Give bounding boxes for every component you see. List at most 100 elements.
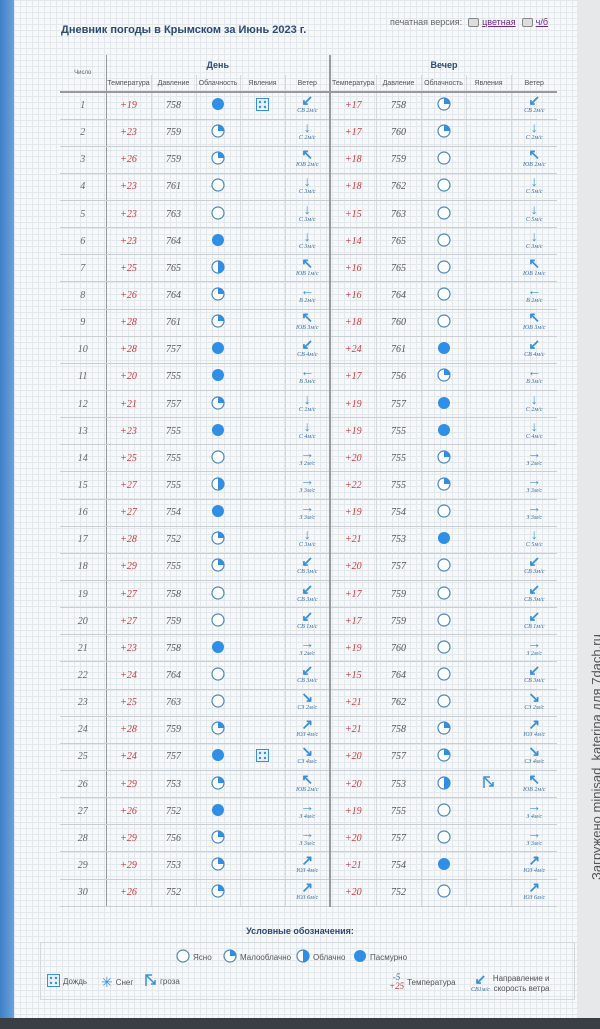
day-cloudiness	[195, 417, 240, 446]
day-cloudiness	[195, 499, 240, 527]
eve-wind: ↓ С 2м/с	[510, 390, 557, 419]
rain-icon	[256, 97, 269, 114]
day-cloudiness	[195, 119, 240, 147]
day-temperature: +25	[105, 689, 151, 717]
wind-arrow-icon: ↙	[528, 94, 541, 110]
eve-temperature: +18	[329, 146, 376, 174]
day-phenomena	[239, 173, 285, 202]
eve-cloudiness	[420, 743, 466, 772]
table-row: 3 +26 759 ↖ ЮВ 2м/с +18 759 ↖ ЮВ 2м/с	[60, 146, 557, 174]
eve-wind: ↙ СВ 2м/с	[510, 92, 557, 120]
wind-arrow-icon: ↖	[528, 148, 541, 164]
header-evening-phenomena: Явления	[465, 75, 511, 93]
table-row: 6 +23 764 ↓ С 3м/с +14 765 ↓ С 3м/с	[60, 227, 557, 256]
legend-temp-sample-neg: -5	[392, 972, 401, 982]
day-wind: ↖ ЮВ 3м/с	[284, 309, 330, 337]
wind-label: З 2м/с	[526, 650, 543, 657]
page-title: Дневник погоды в Крымском за Июнь 2023 г…	[61, 24, 307, 36]
day-phenomena	[239, 200, 285, 229]
day-wind: ↘ СЗ 4м/с	[284, 743, 330, 772]
legend-clear: Ясно	[193, 952, 212, 962]
print-color-link[interactable]: цветная	[482, 17, 516, 27]
day-temperature: +29	[105, 824, 151, 853]
day-pressure: 752	[150, 797, 196, 826]
eve-pressure: 757	[375, 824, 421, 853]
eve-temperature: +16	[329, 281, 376, 310]
eve-wind: ↖ ЮВ 1м/с	[510, 254, 557, 283]
bottom-bar	[0, 1018, 600, 1029]
eve-pressure: 762	[375, 173, 421, 202]
day-number: 14	[60, 444, 107, 473]
wind-arrow-icon: ↓	[530, 175, 538, 191]
table-row: 26 +29 753 ↖ ЮВ 2м/с +20 753 ↖ ЮВ 2м/с	[60, 770, 557, 799]
wind-label: СВ 1м/с	[297, 623, 318, 630]
wind-label: С 3м/с	[298, 216, 316, 223]
eve-pressure: 757	[375, 553, 421, 582]
wind-label: В 2м/с	[526, 298, 543, 305]
day-temperature: +26	[105, 281, 151, 310]
wind-arrow-icon: →	[527, 501, 542, 517]
legend-temp-sample-pos: +25	[389, 981, 405, 991]
wind-label: ЮЗ 4м/с	[296, 868, 319, 874]
wind-arrow-icon: →	[300, 474, 315, 490]
table-row: 13 +23 755 ↓ С 4м/с +19 755 ↓ С 4м/с	[60, 417, 557, 446]
wind-label: З 3м/с	[299, 840, 316, 847]
wind-arrow-icon: →	[527, 446, 542, 462]
day-number: 26	[60, 770, 107, 799]
header-day-temperature: Температура	[105, 75, 151, 93]
legend-wind2: скорость ветра	[493, 983, 550, 993]
table-row: 10 +28 757 ↙ СВ 4м/с +24 761 ↙ СВ 4м/с	[60, 336, 557, 364]
eve-temperature: +19	[329, 417, 376, 446]
legend-temp: Температура	[407, 977, 456, 987]
day-pressure: 755	[150, 553, 196, 582]
day-cloudiness	[195, 390, 240, 419]
wind-label: СВ 2м/с	[524, 108, 545, 115]
print-bw-link[interactable]: ч/б	[535, 17, 549, 27]
wind-label: СВ 3м/с	[524, 596, 545, 603]
day-number: 23	[60, 689, 107, 717]
wind-arrow-icon: ↙	[528, 582, 541, 598]
eve-phenomena	[465, 363, 511, 392]
header-day-wind: Ветер	[284, 75, 330, 93]
wind-arrow-icon: ↓	[530, 528, 538, 544]
day-wind: ← В 3м/с	[284, 363, 330, 392]
wind-label: С 2м/с	[298, 135, 316, 142]
wind-label: ЮВ 3м/с	[522, 325, 546, 332]
wind-arrow-icon: ↗	[528, 854, 541, 869]
eve-pressure: 764	[375, 661, 421, 690]
eve-wind: ↗ ЮЗ 6м/с	[510, 879, 557, 907]
eve-temperature: +20	[329, 553, 376, 582]
wind-arrow-icon: ↙	[474, 971, 487, 987]
cloud-c-icon	[436, 206, 451, 223]
eve-phenomena	[465, 309, 511, 337]
eve-wind: → З 3м/с	[510, 824, 557, 853]
printer-icon	[468, 18, 480, 28]
eve-cloudiness	[420, 390, 466, 419]
cloud-p-icon	[211, 151, 225, 168]
wind-arrow-icon: ↗	[301, 854, 314, 869]
eve-wind: ↓ С 2м/с	[510, 119, 557, 147]
eve-cloudiness	[420, 227, 466, 256]
wind-arrow-icon: ↓	[530, 392, 538, 408]
cloud-p-icon	[211, 857, 225, 874]
legend-thunder: гроза	[160, 977, 180, 986]
cloud-o-icon	[211, 423, 225, 440]
eve-wind: ← В 3м/с	[510, 363, 557, 392]
table-row: 7 +25 765 ↖ ЮВ 1м/с +16 765 ↖ ЮВ 1м/с	[60, 254, 557, 283]
eve-wind: ↙ СВ 4м/с	[510, 336, 557, 364]
day-cloudiness	[195, 661, 240, 690]
eve-pressure: 759	[375, 580, 421, 609]
eve-pressure: 755	[375, 471, 421, 500]
eve-temperature: +20	[329, 879, 376, 907]
eve-cloudiness	[420, 471, 466, 500]
day-phenomena	[239, 281, 285, 310]
eve-pressure: 754	[375, 851, 421, 880]
eve-cloudiness	[420, 689, 466, 717]
print-label: печатная версия:	[390, 17, 463, 28]
wind-arrow-icon: →	[300, 636, 315, 652]
eve-phenomena	[465, 119, 511, 147]
snow-icon: ✳	[101, 974, 113, 990]
eve-phenomena	[465, 390, 511, 419]
wind-label: З 4м/с	[299, 813, 316, 820]
day-temperature: +27	[105, 499, 151, 527]
